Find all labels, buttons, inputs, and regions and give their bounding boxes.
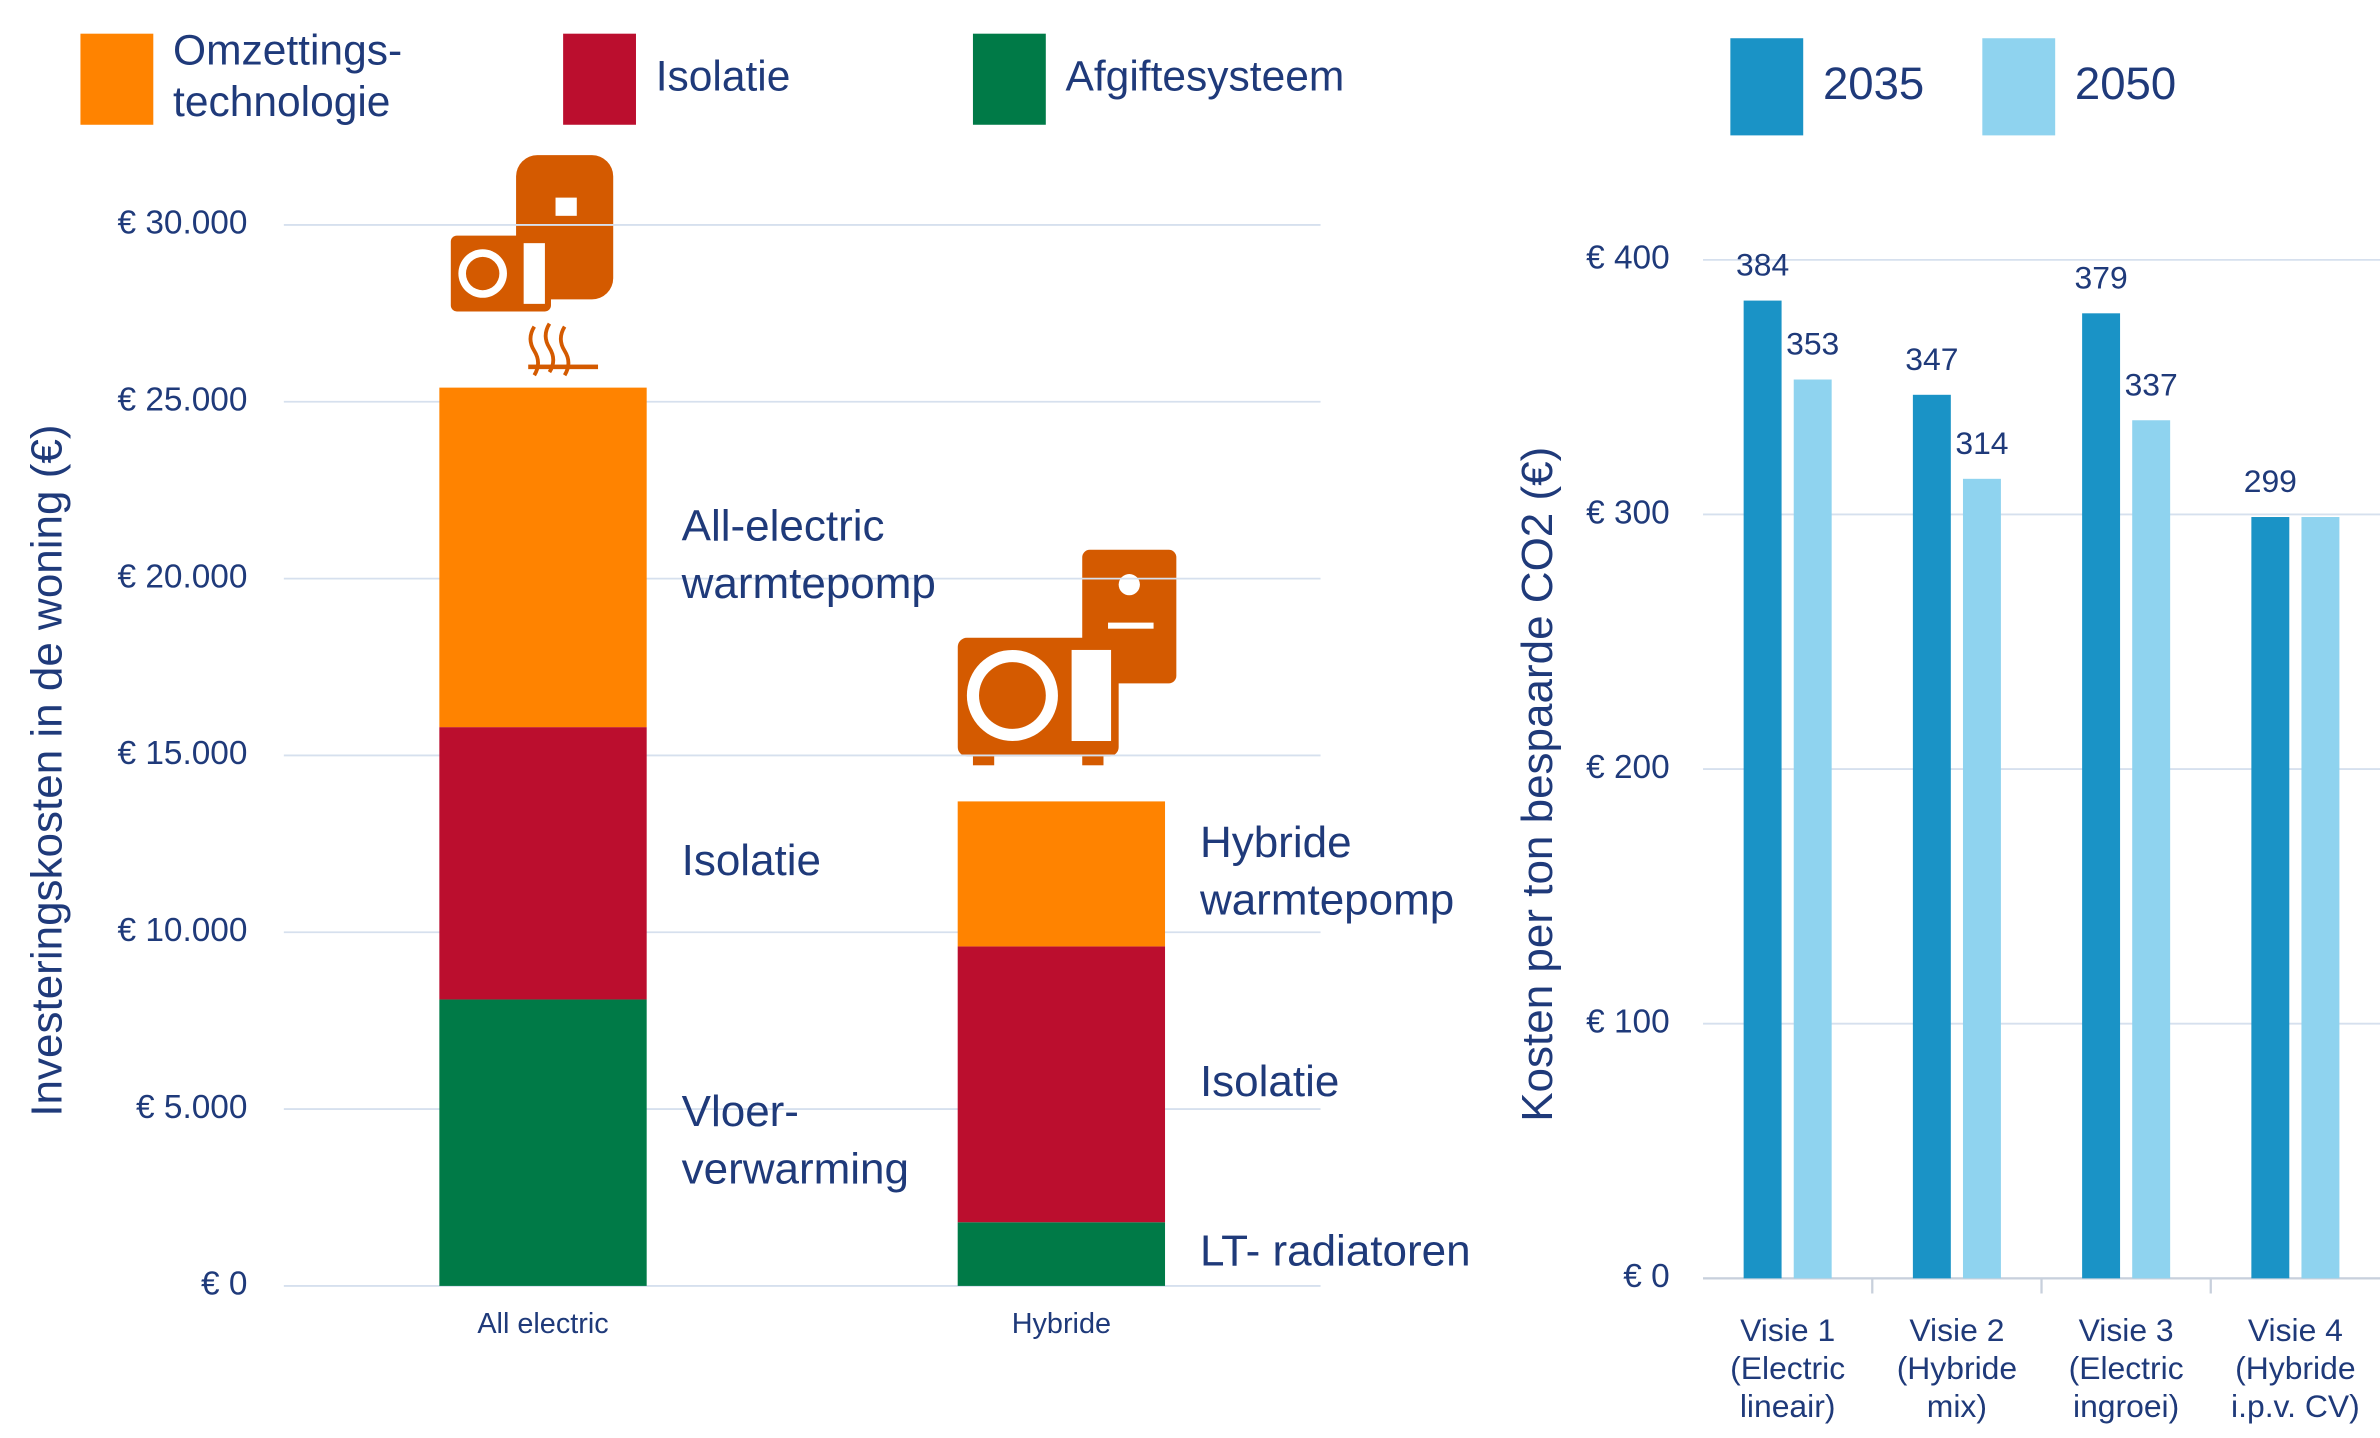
- legend-swatch: [1730, 38, 1804, 136]
- y-tick-label: € 20.000: [117, 558, 247, 595]
- x-tick-label: Visie 4 (Hybride i.p.v. CV): [2231, 1312, 2360, 1424]
- y-tick-label: € 5.000: [136, 1089, 247, 1126]
- y-tick-label: € 200: [1586, 749, 1670, 786]
- legend-swatch: [1982, 38, 2056, 136]
- x-tick-label: Visie 3 (Electric ingroei): [2069, 1312, 2184, 1424]
- bar-segment: [957, 946, 1166, 1223]
- segment-label: Isolatie: [1200, 1057, 1339, 1106]
- legend-swatch: [80, 33, 154, 125]
- bar: [2251, 517, 2290, 1279]
- y-tick-label: € 10.000: [117, 912, 247, 949]
- bar: [2082, 313, 2121, 1279]
- value-label: 337: [2125, 366, 2178, 402]
- y-tick-label: € 400: [1586, 240, 1670, 277]
- x-tick-label: All electric: [477, 1308, 608, 1340]
- y-tick-label: € 15.000: [117, 735, 247, 772]
- value-label: 347: [1905, 341, 1958, 377]
- y-tick-label: € 100: [1586, 1004, 1670, 1041]
- x-tick-label: Hybride: [1012, 1308, 1111, 1340]
- legend-swatch: [972, 33, 1046, 125]
- legend-label: Afgiftesysteem: [1066, 53, 1345, 100]
- y-tick-label: € 25.000: [117, 382, 247, 419]
- legend-label: Isolatie: [656, 53, 791, 100]
- y-tick-label: € 0: [1623, 1258, 1669, 1295]
- legend-label: 2035: [1823, 58, 1924, 109]
- x-tick-label: Visie 2 (Hybride mix): [1897, 1312, 2017, 1424]
- value-label: 314: [1955, 425, 2008, 461]
- heat-pump-icon-hybrid: [957, 549, 1177, 766]
- bar: [1793, 379, 1832, 1279]
- segment-label: All-electric warmtepomp: [681, 501, 936, 608]
- bar-segment: [439, 727, 647, 1000]
- bar-segment: [957, 1222, 1166, 1286]
- legend-label: 2050: [2075, 58, 2176, 109]
- y-axis-label: Investeringskosten in de woning (€): [23, 425, 72, 1117]
- y-tick-label: € 30.000: [117, 205, 247, 242]
- bar: [1743, 300, 1782, 1279]
- bar: [1912, 394, 1951, 1279]
- segment-label: Hybride warmtepomp: [1199, 818, 1454, 925]
- bar: [2132, 420, 2171, 1279]
- value-label: 379: [2075, 259, 2128, 295]
- bar: [2301, 517, 2340, 1279]
- segment-label: Vloer-verwarming: [682, 1086, 909, 1193]
- y-axis-label: Kosten per ton bespaarde CO2 (€): [1513, 447, 1562, 1122]
- bar: [1962, 478, 2001, 1279]
- y-tick-label: € 300: [1586, 494, 1670, 531]
- bar-segment: [957, 801, 1166, 947]
- segment-label: Isolatie: [682, 836, 821, 885]
- segment-label: LT- radiatoren: [1200, 1227, 1471, 1276]
- legend-swatch: [563, 33, 636, 125]
- x-tick-label: Visie 1 (Electric lineair): [1730, 1312, 1845, 1424]
- bar-segment: [439, 387, 647, 728]
- heat-pump-icon-electric: [450, 155, 614, 377]
- value-label: 384: [1736, 247, 1789, 283]
- value-label: 299: [2244, 463, 2297, 499]
- value-label: 353: [1786, 326, 1839, 362]
- legend-label: Omzettings-technologie: [173, 28, 402, 127]
- y-tick-label: € 0: [201, 1266, 247, 1303]
- bar-segment: [439, 999, 647, 1286]
